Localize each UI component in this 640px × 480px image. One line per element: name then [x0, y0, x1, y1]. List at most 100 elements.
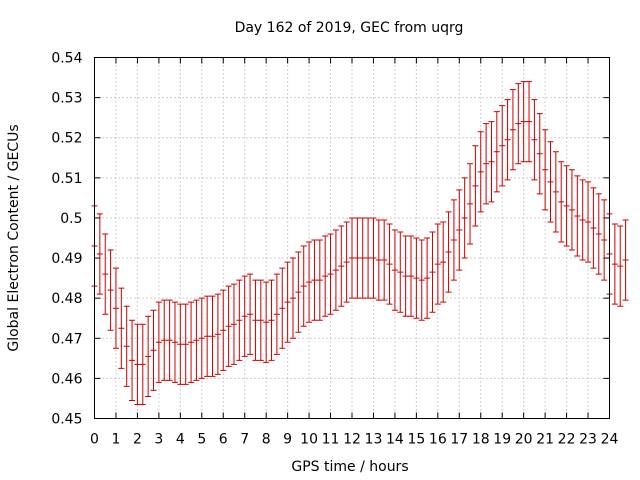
error-bar — [552, 151, 559, 233]
error-bars — [91, 81, 629, 405]
error-bar — [332, 229, 339, 311]
error-bar — [247, 273, 254, 355]
error-bar — [107, 249, 114, 331]
error-bar — [252, 279, 259, 361]
x-tick-label: 20 — [515, 432, 533, 448]
error-bar — [547, 141, 554, 223]
error-bar — [268, 279, 275, 361]
x-tick-label: 24 — [601, 432, 619, 448]
x-tick-label: 23 — [579, 432, 597, 448]
error-bar — [413, 237, 420, 319]
y-tick-label: 0.54 — [51, 51, 82, 67]
error-bar — [504, 99, 511, 181]
error-bar — [225, 285, 232, 367]
x-tick-label: 21 — [536, 432, 554, 448]
error-bar — [434, 223, 441, 305]
error-bar — [139, 323, 146, 405]
error-bar — [622, 219, 629, 301]
error-bar — [155, 301, 162, 383]
error-bar — [536, 113, 543, 195]
error-bar — [316, 239, 323, 321]
x-tick-label: 16 — [429, 432, 447, 448]
error-bar — [493, 111, 500, 193]
x-tick-label: 2 — [133, 432, 142, 448]
y-tick-label: 0.47 — [51, 331, 82, 347]
error-bar — [311, 239, 318, 321]
x-tick-label: 8 — [262, 432, 271, 448]
error-bar — [563, 165, 570, 247]
error-bar — [568, 169, 575, 251]
x-tick-label: 12 — [343, 432, 361, 448]
error-bar — [166, 299, 173, 381]
error-bar — [322, 235, 329, 317]
error-bar — [123, 305, 130, 387]
y-tick-labels: 0.45 0.46 0.47 0.48 0.49 0.5 0.51 0.52 0.53 0.54 — [51, 51, 82, 428]
error-bar — [236, 279, 243, 361]
error-bar — [483, 123, 490, 205]
x-tick-label: 22 — [558, 432, 576, 448]
error-bar — [585, 181, 592, 263]
error-bar — [193, 299, 200, 381]
error-bar — [402, 235, 409, 317]
x-tick-label: 6 — [219, 432, 228, 448]
error-bar — [263, 281, 270, 363]
error-bar — [289, 257, 296, 339]
y-tick-label: 0.52 — [51, 131, 82, 147]
error-bar — [129, 319, 136, 401]
error-bar — [370, 217, 377, 299]
error-bar — [134, 323, 141, 405]
x-tick-label: 4 — [176, 432, 185, 448]
error-bar — [204, 295, 211, 377]
error-bar — [177, 303, 184, 385]
error-bar — [450, 199, 457, 281]
error-bar — [418, 239, 425, 321]
error-bar — [118, 287, 125, 369]
y-axis-label: Global Electron Content / GECUs — [6, 124, 22, 351]
error-bar — [171, 301, 178, 383]
error-bar — [338, 225, 345, 307]
error-bar — [279, 267, 286, 349]
error-bar — [209, 295, 216, 377]
error-bar — [300, 245, 307, 327]
x-tick-label: 9 — [283, 432, 292, 448]
error-bar — [424, 237, 431, 319]
x-tick-label: 0 — [90, 432, 99, 448]
error-bar — [241, 275, 248, 357]
error-bar — [161, 299, 168, 381]
x-tick-labels: 0 1 2 3 4 5 6 7 8 9 10 11 12 13 14 15 16 17 18 19 20 21 22 23 24 — [90, 432, 618, 448]
error-bar — [488, 121, 495, 203]
error-bar — [477, 131, 484, 213]
error-bar — [354, 217, 361, 299]
error-bar — [257, 279, 264, 361]
error-bar — [531, 99, 538, 181]
error-bar — [349, 217, 355, 299]
error-bar — [429, 231, 436, 313]
error-bar — [526, 81, 533, 163]
error-bar — [375, 219, 382, 301]
error-bar — [472, 145, 479, 227]
error-bar — [220, 289, 227, 371]
y-tick-label: 0.49 — [51, 251, 82, 267]
error-bar — [445, 211, 452, 293]
error-bar — [542, 129, 549, 211]
chart-title: Day 162 of 2019, GEC from uqrg — [235, 20, 464, 36]
error-bar — [461, 177, 468, 259]
x-tick-label: 19 — [493, 432, 511, 448]
error-bar — [96, 213, 103, 295]
x-axis-label: GPS time / hours — [291, 459, 408, 475]
error-bar — [182, 303, 189, 385]
error-bar — [456, 189, 463, 271]
error-bar — [306, 241, 313, 323]
y-tick-label: 0.53 — [51, 91, 82, 107]
x-tick-label: 18 — [472, 432, 490, 448]
error-bar — [499, 105, 506, 187]
x-tick-label: 7 — [240, 432, 249, 448]
error-bar — [102, 233, 109, 315]
y-tick-label: 0.46 — [51, 371, 82, 387]
error-bar — [295, 251, 302, 333]
error-bar — [112, 267, 119, 349]
error-bar — [188, 301, 195, 383]
error-bar — [590, 187, 597, 269]
x-tick-label: 10 — [300, 432, 318, 448]
